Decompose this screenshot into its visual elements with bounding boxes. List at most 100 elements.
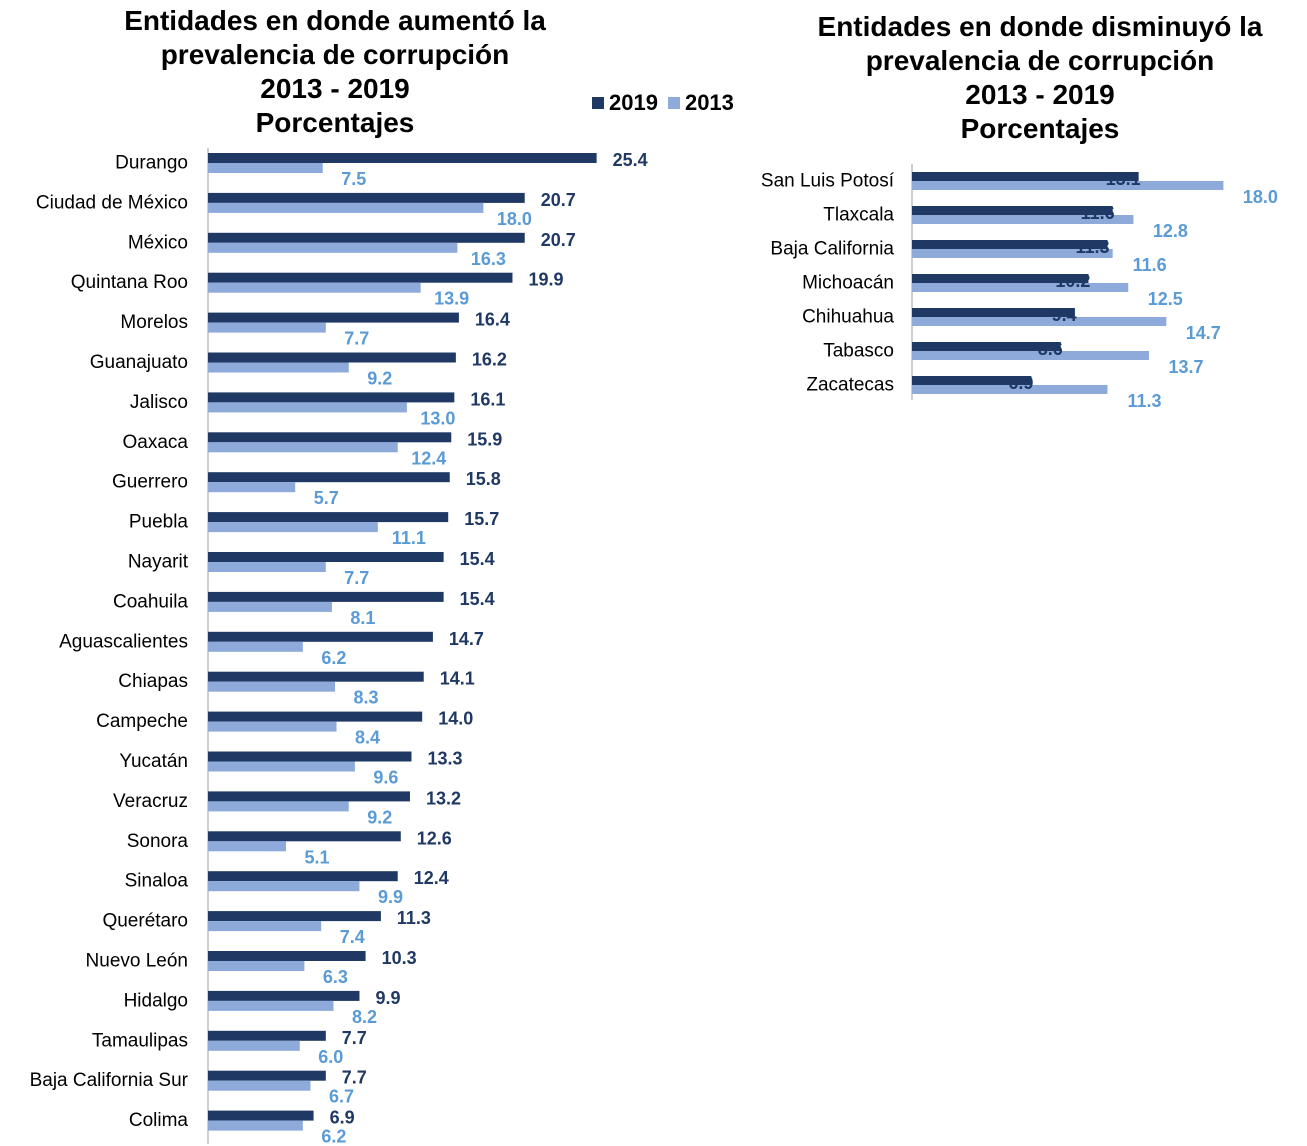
increase-value-label-2019: 6.9 xyxy=(330,1108,355,1128)
increase-value-label-2013: 13.0 xyxy=(420,408,455,428)
increase-value-label-2019: 11.3 xyxy=(397,908,431,928)
increase-bar-2019 xyxy=(208,352,456,363)
increase-bar-2019 xyxy=(208,153,597,163)
legend-label-2019: 2019 xyxy=(609,90,658,115)
increase-category-label: Puebla xyxy=(129,512,189,533)
increase-value-label-2019: 13.2 xyxy=(426,788,461,808)
increase-value-label-2013: 9.6 xyxy=(373,768,398,788)
increase-value-label-2019: 12.6 xyxy=(417,828,452,848)
chart-decrease-title-line-4: Porcentajes xyxy=(960,113,1120,144)
increase-bar-2013 xyxy=(208,282,421,293)
increase-category-label: Oaxaca xyxy=(123,432,189,453)
increase-value-label-2013: 8.2 xyxy=(352,1007,377,1027)
chart-increase-title-line-2: prevalencia de corrupción xyxy=(160,39,510,70)
increase-bar-2019 xyxy=(208,472,450,483)
increase-value-label-2013: 8.3 xyxy=(353,688,378,708)
chart-decrease-panel: Entidades en donde disminuyó la prevalen… xyxy=(740,0,1307,420)
increase-category-label: Guerrero xyxy=(112,472,188,493)
decrease-bar-2019 xyxy=(912,376,1032,385)
chart-increase-title-line-4: Porcentajes xyxy=(255,107,415,138)
increase-bar-2013 xyxy=(208,681,335,692)
increase-value-label-2013: 7.4 xyxy=(340,927,365,947)
decrease-bar-2013 xyxy=(912,317,1167,326)
increase-bar-2019 xyxy=(208,312,459,323)
increase-bar-2013 xyxy=(208,402,407,413)
increase-category-label: Aguascalientes xyxy=(59,631,188,652)
increase-bar-2013 xyxy=(208,202,484,213)
decrease-bar-2019 xyxy=(912,308,1075,317)
increase-category-label: Veracruz xyxy=(113,791,188,812)
increase-bar-2019 xyxy=(208,990,360,1001)
increase-bar-2019 xyxy=(208,512,449,523)
increase-value-label-2013: 12.4 xyxy=(411,448,446,468)
decrease-value-label-2013: 14.7 xyxy=(1186,323,1221,343)
increase-bar-2013 xyxy=(208,721,337,732)
increase-value-label-2019: 9.9 xyxy=(375,988,400,1008)
decrease-value-label-2019: 11.3 xyxy=(1075,237,1109,257)
chart-increase-title-line-1: Entidades en donde aumentó la xyxy=(124,5,546,36)
increase-value-label-2013: 6.2 xyxy=(321,1127,346,1146)
increase-bar-2013 xyxy=(208,362,349,373)
decrease-value-label-2019: 8.6 xyxy=(1038,339,1063,359)
increase-bar-2013 xyxy=(208,482,296,493)
decrease-category-label: Michoacán xyxy=(802,273,894,294)
increase-bar-2013 xyxy=(208,601,332,612)
increase-category-label: Hidalgo xyxy=(124,990,188,1011)
decrease-value-label-2013: 13.7 xyxy=(1168,357,1203,377)
increase-bar-2019 xyxy=(208,711,423,722)
increase-category-label: Chiapas xyxy=(118,671,188,692)
increase-category-label: Campeche xyxy=(96,711,188,732)
increase-bar-2019 xyxy=(208,951,366,961)
decrease-category-label: Zacatecas xyxy=(806,375,894,396)
increase-category-label: Morelos xyxy=(120,312,188,333)
chart-decrease-plot: San Luis Potosí 13.1 18.0 Tlaxcala 11.6 12.8 B… xyxy=(761,164,1278,411)
increase-category-label: Durango xyxy=(115,153,188,174)
increase-bar-2013 xyxy=(208,1120,303,1131)
increase-value-label-2019: 20.7 xyxy=(541,190,576,210)
chart-legend: 2019 2013 xyxy=(592,90,744,116)
increase-category-label: Coahuila xyxy=(113,591,188,612)
increase-value-label-2013: 8.4 xyxy=(355,728,380,748)
increase-category-label: Nayarit xyxy=(128,552,189,573)
decrease-bar-2019 xyxy=(912,240,1108,249)
legend-swatch-2013 xyxy=(667,97,680,109)
increase-bar-2013 xyxy=(208,961,305,971)
increase-value-label-2013: 7.7 xyxy=(344,329,369,349)
decrease-category-label: San Luis Potosí xyxy=(761,171,895,192)
increase-value-label-2019: 14.1 xyxy=(440,669,475,689)
increase-bar-2013 xyxy=(208,442,398,453)
increase-value-label-2019: 19.9 xyxy=(528,270,563,290)
increase-value-label-2019: 15.8 xyxy=(466,469,501,489)
increase-bar-2013 xyxy=(208,562,326,572)
decrease-bar-2013 xyxy=(912,249,1113,258)
increase-bar-2019 xyxy=(208,871,398,882)
decrease-value-label-2019: 10.2 xyxy=(1055,271,1090,291)
increase-bar-2019 xyxy=(208,831,401,842)
increase-value-label-2013: 11.1 xyxy=(392,528,426,548)
increase-value-label-2013: 6.2 xyxy=(321,648,346,668)
decrease-value-label-2013: 11.3 xyxy=(1127,391,1161,411)
increase-bar-2019 xyxy=(208,791,410,802)
increase-category-label: Quintana Roo xyxy=(71,272,188,293)
increase-category-label: Querétaro xyxy=(102,911,188,932)
increase-value-label-2013: 9.2 xyxy=(367,369,392,389)
chart-increase-title-line-3: 2013 - 2019 xyxy=(260,73,410,104)
increase-bar-2013 xyxy=(208,1040,300,1051)
legend-swatch-2019 xyxy=(592,97,604,109)
increase-value-label-2019: 15.4 xyxy=(460,589,495,609)
decrease-value-label-2019: 9.4 xyxy=(1052,305,1077,325)
decrease-bar-2019 xyxy=(912,206,1113,215)
increase-value-label-2013: 5.7 xyxy=(314,488,339,508)
increase-value-label-2019: 16.1 xyxy=(470,389,505,409)
increase-value-label-2019: 7.7 xyxy=(342,1068,367,1088)
increase-bar-2019 xyxy=(208,552,444,562)
increase-bar-2013 xyxy=(208,1000,334,1011)
increase-value-label-2019: 25.4 xyxy=(613,150,648,170)
decrease-bar-2013 xyxy=(912,215,1134,224)
increase-category-label: Yucatán xyxy=(119,751,188,772)
increase-category-label: Baja California Sur xyxy=(30,1070,189,1091)
increase-category-label: Tamaulipas xyxy=(92,1030,188,1051)
increase-bar-2013 xyxy=(208,322,326,333)
increase-category-label: México xyxy=(128,232,188,253)
increase-bar-2019 xyxy=(208,591,444,602)
